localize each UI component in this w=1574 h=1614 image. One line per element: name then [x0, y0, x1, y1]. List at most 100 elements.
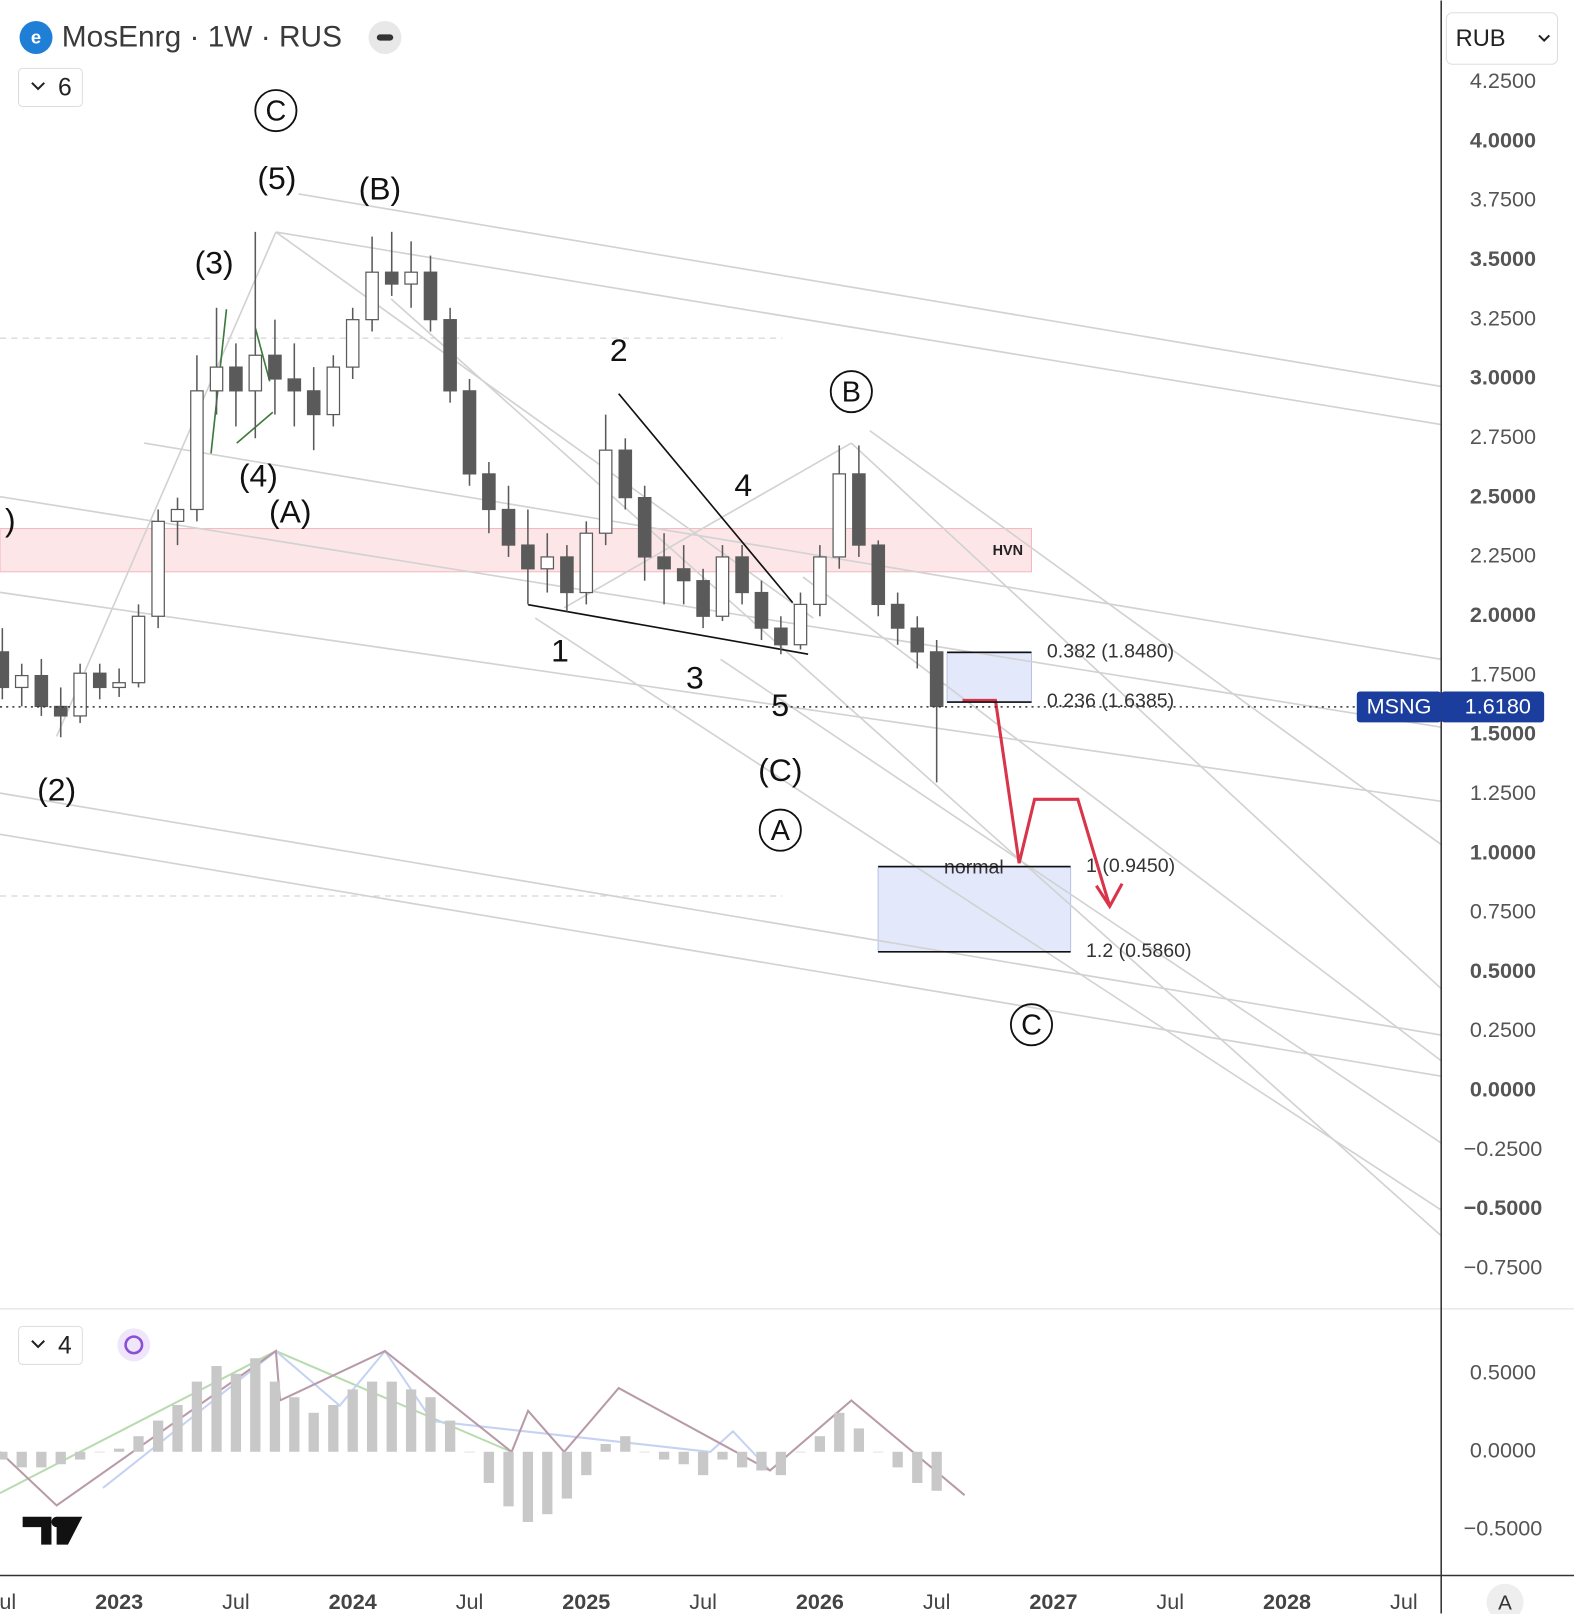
x-tick-label: 2027 [1029, 1589, 1077, 1614]
x-tick-label: Jul [923, 1589, 951, 1614]
x-tick-label: Jul [222, 1589, 250, 1614]
candle-body [852, 473, 866, 546]
tv-logo-dot [51, 1516, 62, 1528]
histogram-bar [892, 1451, 903, 1468]
histogram-bar [658, 1451, 670, 1460]
histogram-bar [581, 1451, 592, 1476]
target-box [877, 866, 1072, 953]
wave-circle [829, 370, 873, 414]
candle-body [696, 580, 710, 617]
x-tick-label: 2023 [95, 1589, 143, 1614]
wave-label: B [842, 376, 861, 408]
histogram-bar [308, 1412, 319, 1452]
fib-label: 0.382 (1.8480) [1047, 641, 1174, 663]
auto-scale: A [1498, 1592, 1512, 1614]
wedge-lines [527, 393, 809, 655]
y-tick-label: −0.2500 [1464, 1136, 1543, 1161]
candle-body [287, 378, 302, 392]
status-icon [376, 34, 394, 41]
histogram-bar [464, 1451, 475, 1453]
histogram-bar [16, 1451, 27, 1468]
candle-body [92, 672, 107, 689]
candle-body [598, 449, 613, 534]
y-tick-label: 2.7500 [1470, 424, 1536, 449]
wave-circle [254, 89, 298, 133]
wave-label: (3) [195, 244, 234, 280]
wave-label: (B) [359, 170, 402, 206]
candle-body [521, 544, 535, 570]
candle-body [112, 682, 126, 689]
candle-body [14, 674, 29, 689]
y-tick-label: −0.7500 [1464, 1255, 1543, 1280]
histogram-bar [94, 1451, 105, 1453]
last-price-tag [1356, 691, 1442, 723]
currency-select[interactable] [1445, 12, 1559, 65]
histogram-bar [814, 1436, 826, 1452]
candle-body [813, 556, 827, 606]
sync-button[interactable] [117, 1328, 151, 1362]
histogram-bar [834, 1412, 845, 1452]
histogram-bar [230, 1373, 242, 1452]
histogram-bar [756, 1451, 767, 1471]
chevron [1538, 34, 1551, 43]
candle-body [774, 627, 788, 646]
histogram-bar [211, 1366, 222, 1452]
histogram-bar [522, 1451, 534, 1522]
histogram-bar [133, 1436, 144, 1452]
histogram-bar [717, 1451, 728, 1460]
y-tick-label: −0.5000 [1464, 1515, 1543, 1540]
candle-body [209, 366, 224, 392]
projection-arrow [962, 698, 1124, 910]
candle-body [754, 591, 769, 629]
last-price-name: MSNG [1367, 694, 1432, 719]
histogram-bar [483, 1451, 495, 1483]
layers-toggle[interactable] [18, 67, 83, 107]
candle-body [676, 568, 691, 582]
candle-body [170, 508, 185, 522]
indicators-toggle[interactable] [18, 1325, 83, 1365]
wave-label: (2) [37, 771, 76, 807]
candle-body [34, 674, 49, 708]
y-tick-label: 4.0000 [1470, 127, 1536, 152]
histogram-bar [347, 1389, 358, 1452]
candle-body [910, 627, 925, 653]
chevron [31, 82, 45, 91]
histogram-bar [912, 1451, 923, 1483]
candle-body [0, 651, 10, 689]
auto-scale-button[interactable] [1486, 1583, 1524, 1614]
histogram-bar [289, 1397, 300, 1452]
wave-label: (A) [269, 494, 312, 530]
wave-label: 3 [686, 659, 704, 695]
y-tick-label: 0.0000 [1470, 1077, 1536, 1102]
candle-body [384, 271, 399, 285]
histogram-bar [36, 1451, 47, 1468]
y-tick-label: 0.2500 [1470, 1017, 1536, 1042]
x-tick-label: 2026 [796, 1589, 844, 1614]
histogram-bar [775, 1451, 787, 1476]
candle-body [793, 603, 808, 646]
histogram-bar [600, 1443, 611, 1452]
indicator-count: 4 [58, 1332, 72, 1359]
wave-label: (C) [758, 752, 802, 788]
candle-body [53, 705, 68, 717]
histogram-bar [425, 1397, 436, 1452]
y-tick-label: 4.2500 [1470, 68, 1536, 93]
x-tick-label: Jul [1390, 1589, 1418, 1614]
y-tick-label: 0.0000 [1470, 1437, 1536, 1462]
histogram-bar [152, 1420, 164, 1452]
histogram-bar [74, 1451, 86, 1460]
histogram-bar [736, 1451, 748, 1468]
wave-label: 4 [734, 467, 752, 503]
candle-body [404, 271, 418, 285]
histogram-bar [328, 1404, 339, 1452]
candle-body [131, 615, 146, 684]
histogram-bar [697, 1451, 709, 1476]
symbol-title: MosEnrg · 1W · RUS [62, 20, 342, 53]
histogram-bar [386, 1381, 397, 1452]
sync-icon [124, 1335, 144, 1355]
histogram-bar [542, 1451, 553, 1515]
last-price-label: 1.6180 [1465, 694, 1531, 719]
fib-label: 1.2 (0.5860) [1086, 940, 1191, 962]
candle-body [268, 354, 282, 380]
